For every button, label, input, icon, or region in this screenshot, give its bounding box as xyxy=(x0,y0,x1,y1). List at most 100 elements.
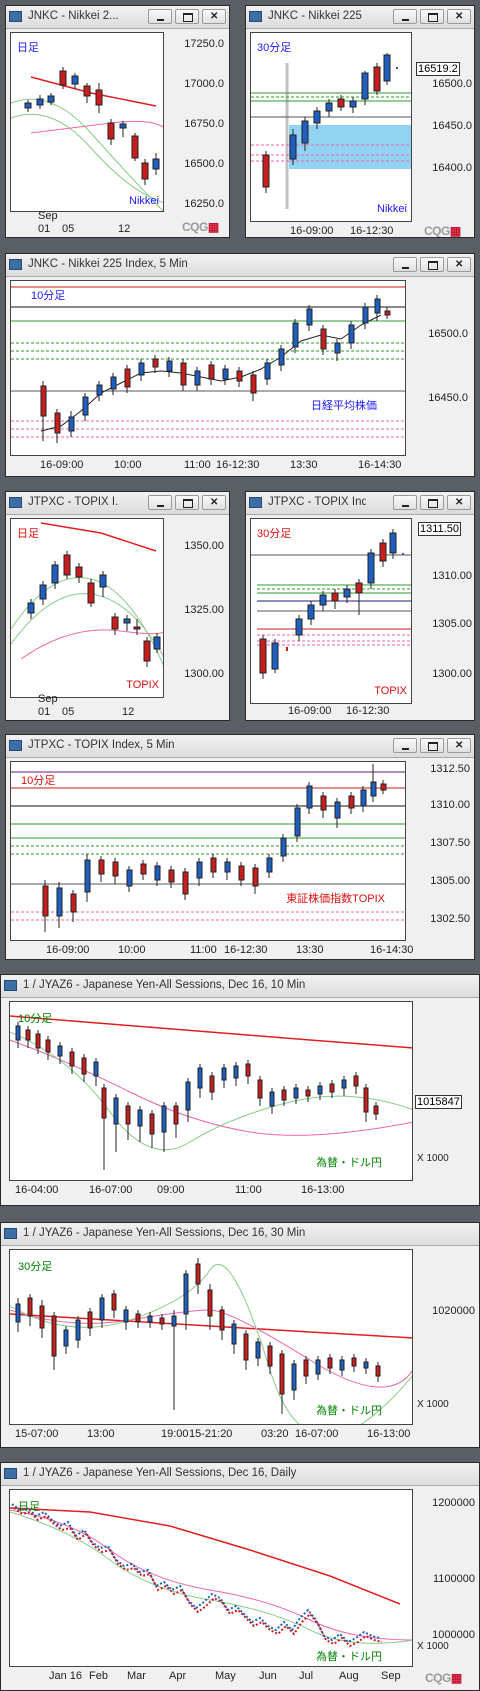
timeframe-label: 10分足 xyxy=(18,1013,53,1025)
time-tick: Sep xyxy=(38,210,58,222)
close-button[interactable] xyxy=(202,495,226,510)
price-axis[interactable]: 1312.50 1310.00 1307.50 1305.00 1302.50 xyxy=(408,761,470,941)
instrument-label: Nikkei xyxy=(129,195,159,207)
chart-plot-area[interactable]: 10分足 東証株価指数TOPIX xyxy=(10,761,406,941)
close-button[interactable] xyxy=(447,495,471,510)
last-price-marker: 16519.2 xyxy=(416,62,460,76)
price-axis[interactable]: 1020000 xyxy=(413,1249,475,1425)
chart-plot-area[interactable]: 30分足 為替・ドル円 xyxy=(9,1249,413,1425)
time-tick: 05 xyxy=(62,223,75,235)
chart-plot-area[interactable]: 日足 Nikkei xyxy=(10,32,164,212)
title-bar[interactable]: JNKC - Nikkei 225 Index, 5 Min xyxy=(6,254,474,277)
title-bar[interactable]: JNKC - Nikkei 2... xyxy=(6,6,229,29)
time-axis[interactable]: Sep 01 05 12 xyxy=(10,693,164,719)
time-tick: 11:00 xyxy=(235,1184,262,1196)
minimize-button[interactable] xyxy=(148,495,172,510)
minimize-button[interactable] xyxy=(393,738,417,753)
price-axis[interactable]: 1200000 1100000 1000000 xyxy=(413,1489,475,1667)
close-button[interactable] xyxy=(447,9,471,24)
window-title: 1 / JYAZ6 - Japanese Yen-All Sessions, D… xyxy=(23,979,306,991)
time-tick: 16-12:30 xyxy=(350,225,394,237)
title-bar[interactable]: JTPXC - TOPIX Ind... xyxy=(246,492,474,515)
price-tick: 16750.0 xyxy=(184,118,224,130)
axis-multiplier: X 1000 xyxy=(417,1153,449,1164)
time-tick: 16-09:00 xyxy=(290,225,334,237)
close-button[interactable] xyxy=(447,738,471,753)
title-bar[interactable]: JTPXC - TOPIX Index, 5 Min xyxy=(6,735,474,758)
price-axis[interactable]: 17250.0 17000.0 16750.0 16500.0 16250.0 xyxy=(166,32,224,212)
time-tick: Mar xyxy=(127,1670,146,1682)
time-axis[interactable]: 16-09:00 16-12:30 xyxy=(250,224,412,237)
chart-plot-area[interactable]: 10分足 日経平均株価 xyxy=(10,280,406,456)
chart-window-yen-daily[interactable]: 1 / JYAZ6 - Japanese Yen-All Sessions, D… xyxy=(0,1462,480,1691)
minimize-button[interactable] xyxy=(393,257,417,272)
time-tick: Sep xyxy=(38,693,58,705)
chart-app-icon xyxy=(9,740,22,751)
chart-app-icon xyxy=(9,11,22,22)
time-axis[interactable]: Jan 16 Feb Mar Apr May Jun Jul Aug Sep xyxy=(9,1669,413,1685)
window-title: JNKC - Nikkei 225 ... xyxy=(268,10,366,22)
time-axis[interactable]: 16-04:00 16-07:00 09:00 11:00 16-13:00 xyxy=(9,1183,413,1199)
timeframe-label: 日足 xyxy=(17,42,39,54)
chart-plot-area[interactable]: 30分足 Nikkei xyxy=(250,32,412,222)
chart-window-topix-30min[interactable]: JTPXC - TOPIX Ind... xyxy=(245,491,475,721)
chart-window-topix-5min[interactable]: JTPXC - TOPIX Index, 5 Min xyxy=(5,734,475,960)
minimize-button[interactable] xyxy=(148,9,172,24)
price-chart xyxy=(11,764,405,932)
maximize-button[interactable] xyxy=(420,738,444,753)
chart-plot-area[interactable]: 30分足 TOPIX xyxy=(250,518,412,704)
timeframe-label: 10分足 xyxy=(21,775,56,787)
time-tick: Jul xyxy=(299,1670,314,1682)
chart-window-yen-30min[interactable]: 1 / JYAZ6 - Japanese Yen-All Sessions, D… xyxy=(0,1222,480,1448)
maximize-button[interactable] xyxy=(420,495,444,510)
instrument-label: TOPIX xyxy=(374,685,407,697)
title-bar[interactable]: 1 / JYAZ6 - Japanese Yen-All Sessions, D… xyxy=(1,975,479,998)
title-bar[interactable]: 1 / JYAZ6 - Japanese Yen-All Sessions, D… xyxy=(1,1223,479,1246)
price-axis[interactable]: 16500.0 16450.0 16400.0 xyxy=(414,32,472,222)
time-axis[interactable]: 15-07:00 13:00 19:00 15-21:20 03:20 16-0… xyxy=(9,1427,413,1443)
time-tick: Jun xyxy=(259,1670,277,1682)
time-axis[interactable]: 16-09:00 16-12:30 xyxy=(250,704,412,720)
instrument-label: 為替・ドル円 xyxy=(316,1157,382,1169)
minimize-button[interactable] xyxy=(393,9,417,24)
price-tick: 1200000 xyxy=(432,1497,475,1509)
chart-plot-area[interactable]: 10分足 為替・ドル円 xyxy=(9,1001,413,1181)
chart-plot-area[interactable]: 日足 TOPIX xyxy=(10,518,164,698)
title-bar[interactable]: JNKC - Nikkei 225 ... xyxy=(246,6,474,29)
price-axis[interactable]: 1350.00 1325.00 1300.00 xyxy=(166,518,224,698)
time-axis[interactable]: 16-09:00 10:00 11:00 16-12:30 13:30 16-1… xyxy=(10,943,413,959)
time-tick: 03:20 xyxy=(261,1428,289,1440)
chart-window-nikkei-5min[interactable]: JNKC - Nikkei 225 Index, 5 Min xyxy=(5,253,475,477)
title-bar[interactable]: JTPXC - TOPIX I... xyxy=(6,492,229,515)
chart-window-nikkei-daily[interactable]: JNKC - Nikkei 2... xyxy=(5,5,230,238)
maximize-button[interactable] xyxy=(420,257,444,272)
price-axis[interactable]: 16500.0 16450.0 xyxy=(408,280,468,456)
time-tick: 16-13:00 xyxy=(367,1428,411,1440)
chart-app-icon xyxy=(249,497,262,508)
chart-app-icon xyxy=(4,1228,17,1239)
chart-plot-area[interactable]: 日足 為替・ドル円 xyxy=(9,1489,413,1667)
close-button[interactable] xyxy=(202,9,226,24)
time-axis[interactable]: 16-09:00 10:00 11:00 16-12:30 13:30 16-1… xyxy=(10,458,406,474)
timeframe-label: 日足 xyxy=(18,1501,40,1513)
time-tick: Aug xyxy=(339,1670,359,1682)
chart-window-yen-10min[interactable]: 1 / JYAZ6 - Japanese Yen-All Sessions, D… xyxy=(0,974,480,1206)
last-price-marker: 1311.50 xyxy=(418,522,461,536)
maximize-button[interactable] xyxy=(420,9,444,24)
price-tick: 1307.50 xyxy=(430,837,470,849)
title-bar[interactable]: 1 / JYAZ6 - Japanese Yen-All Sessions, D… xyxy=(1,1463,479,1486)
time-axis[interactable]: Sep 01 05 12 xyxy=(10,210,164,236)
window-title: JNKC - Nikkei 2... xyxy=(28,10,118,22)
chart-window-nikkei-30min[interactable]: JNKC - Nikkei 225 ... xyxy=(245,5,475,238)
price-axis[interactable]: 1310.00 1305.00 1300.00 xyxy=(414,518,472,704)
time-tick: 13:30 xyxy=(296,944,324,956)
time-tick: 16-12:30 xyxy=(216,459,260,471)
time-tick: Apr xyxy=(169,1670,187,1682)
price-tick: 1305.00 xyxy=(432,618,472,630)
maximize-button[interactable] xyxy=(175,9,199,24)
minimize-button[interactable] xyxy=(393,495,417,510)
price-tick: 1325.00 xyxy=(184,604,224,616)
chart-window-topix-daily[interactable]: JTPXC - TOPIX I... xyxy=(5,491,230,721)
close-button[interactable] xyxy=(447,257,471,272)
maximize-button[interactable] xyxy=(175,495,199,510)
